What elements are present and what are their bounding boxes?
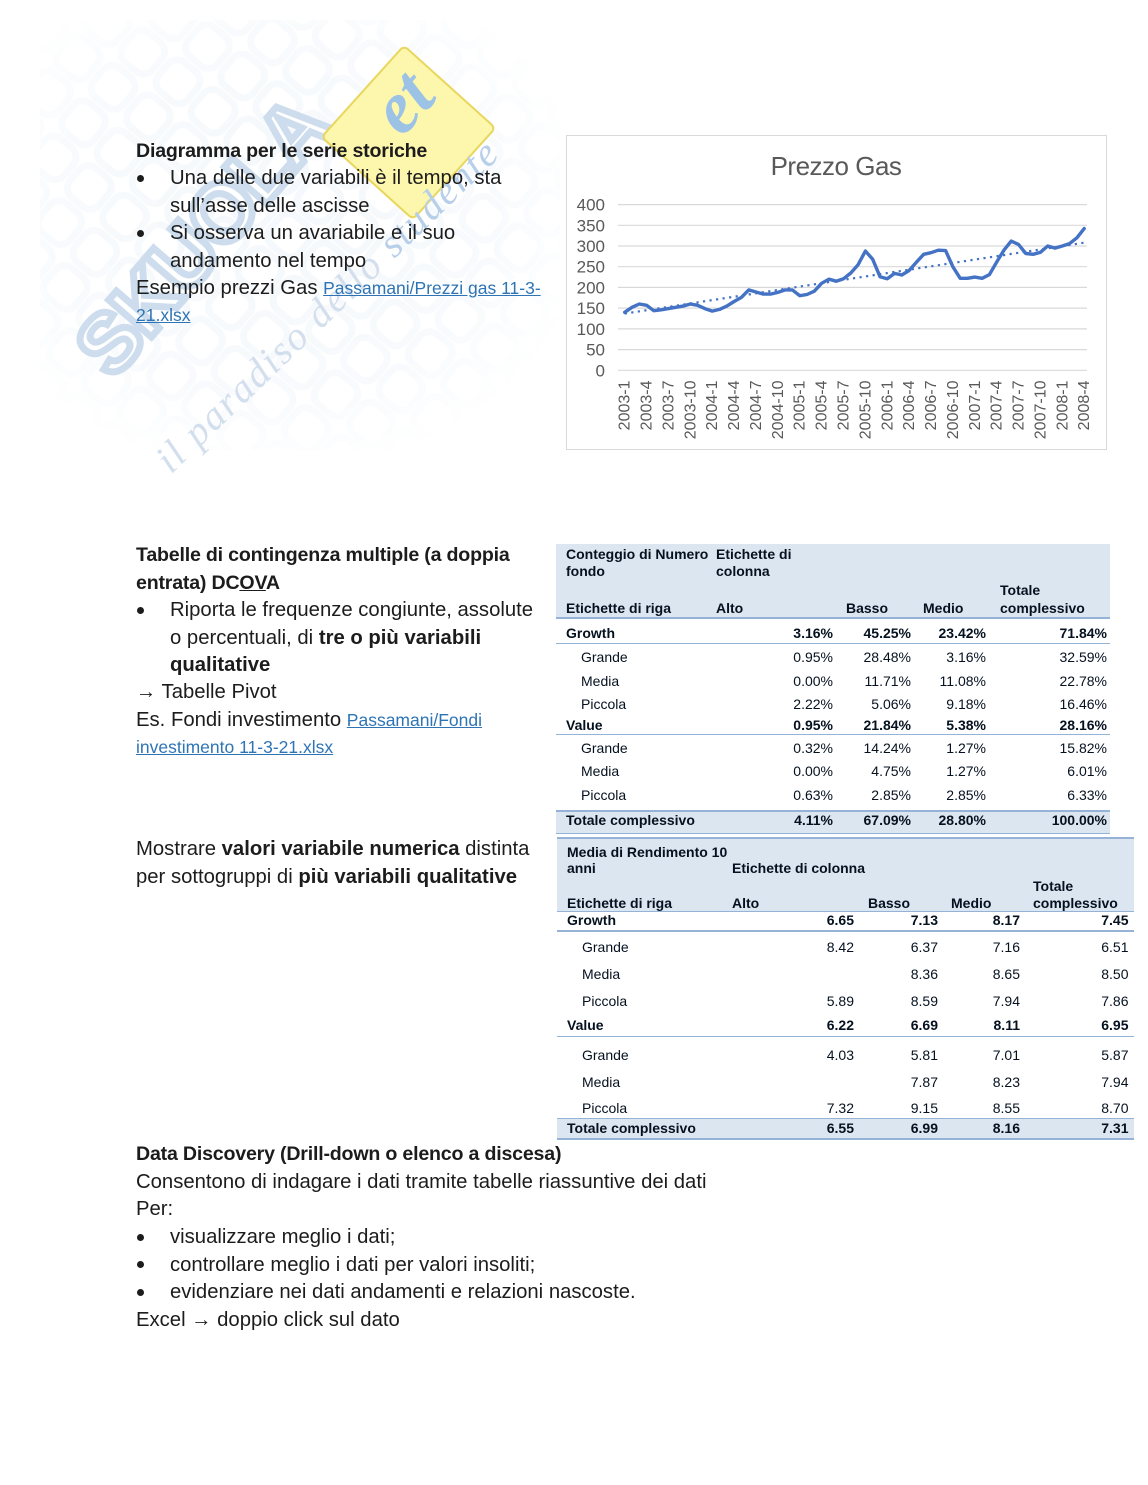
svg-text:2007-10: 2007-10 <box>1032 380 1049 439</box>
svg-text:2003-10: 2003-10 <box>682 380 699 439</box>
svg-text:200: 200 <box>577 278 605 297</box>
svg-text:250: 250 <box>577 258 605 277</box>
svg-text:2006-7: 2006-7 <box>923 380 940 430</box>
svg-text:2007-7: 2007-7 <box>1011 380 1028 430</box>
svg-text:2005-1: 2005-1 <box>792 380 809 430</box>
svg-text:100: 100 <box>577 320 605 339</box>
svg-text:0: 0 <box>596 361 605 380</box>
svg-text:300: 300 <box>577 237 605 256</box>
svg-text:50: 50 <box>586 341 605 360</box>
svg-text:2008-4: 2008-4 <box>1076 380 1093 430</box>
svg-text:2004-4: 2004-4 <box>726 380 743 430</box>
svg-text:2005-4: 2005-4 <box>814 380 831 430</box>
svg-text:Prezzo Gas: Prezzo Gas <box>771 151 902 181</box>
svg-text:2003-1: 2003-1 <box>617 380 634 430</box>
svg-text:2003-4: 2003-4 <box>639 380 656 430</box>
svg-text:2004-7: 2004-7 <box>748 380 765 430</box>
svg-text:2007-4: 2007-4 <box>989 380 1006 430</box>
svg-text:2005-10: 2005-10 <box>857 380 874 439</box>
svg-text:2003-7: 2003-7 <box>661 380 678 430</box>
svg-text:400: 400 <box>577 196 605 215</box>
svg-text:2007-1: 2007-1 <box>967 380 984 430</box>
svg-text:350: 350 <box>577 216 605 235</box>
svg-text:2006-4: 2006-4 <box>901 380 918 430</box>
svg-text:2006-1: 2006-1 <box>879 380 896 430</box>
svg-text:2008-1: 2008-1 <box>1054 380 1071 430</box>
svg-text:150: 150 <box>577 299 605 318</box>
svg-text:2005-7: 2005-7 <box>836 380 853 430</box>
svg-text:2004-10: 2004-10 <box>770 380 787 439</box>
svg-text:2004-1: 2004-1 <box>704 380 721 430</box>
svg-text:2006-10: 2006-10 <box>945 380 962 439</box>
